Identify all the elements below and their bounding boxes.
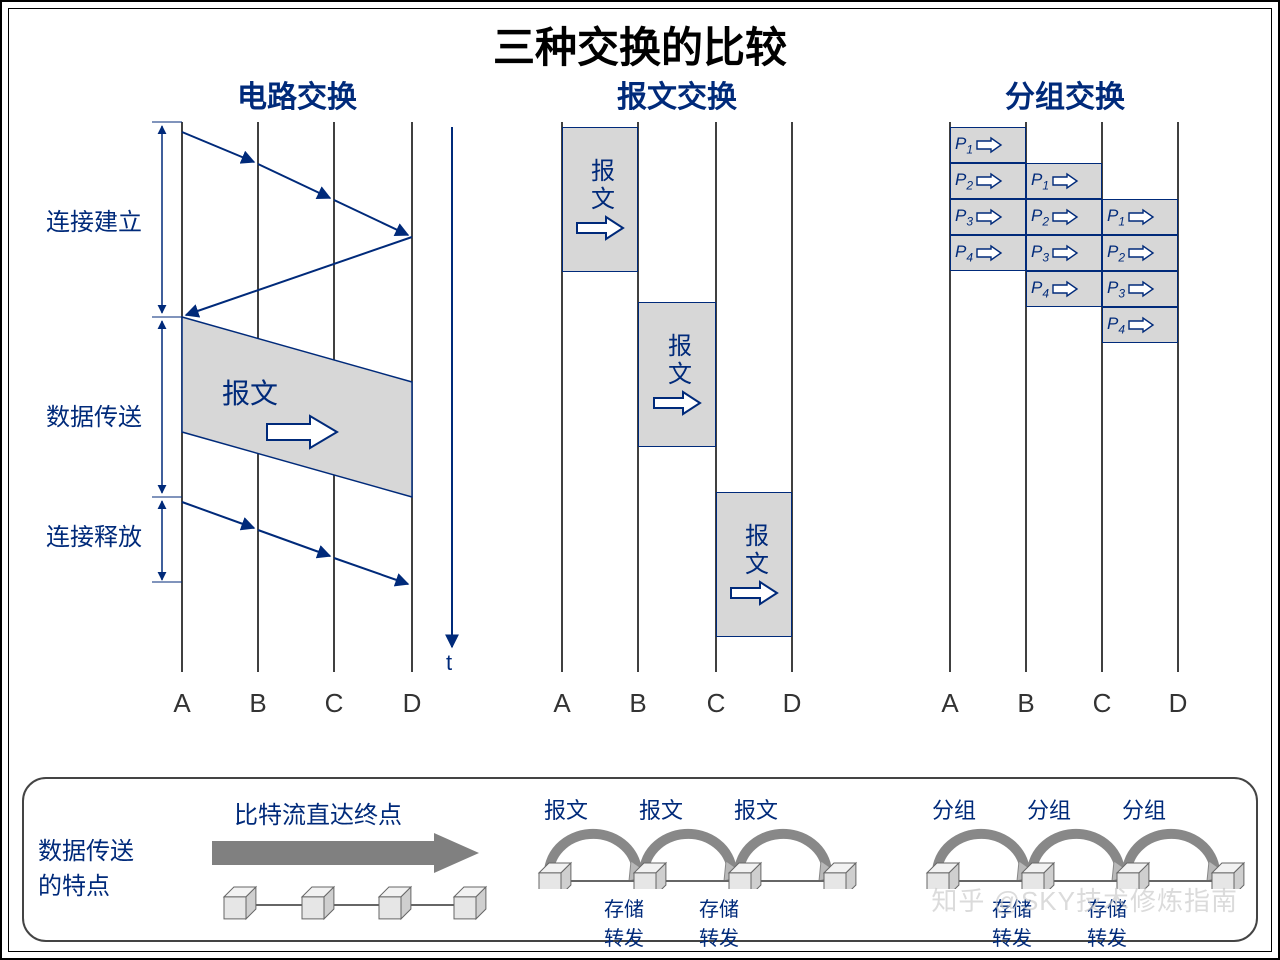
big-arrow-icon [204,831,484,875]
arrow-white-icon [651,389,703,417]
msg-box-3: 报文 [716,492,792,637]
circuit-bottom-caption: 比特流直达终点 [234,795,402,830]
node-label: C [1087,688,1117,719]
node-label: B [1011,688,1041,719]
circuit-msg-label: 报文 [222,372,278,412]
packet-box: P3 [950,199,1026,235]
node-label: D [1163,688,1193,719]
main-diagram: 电路交换 报文交换 分组交换 连接建立 数据传送 连接释放 [2,72,1280,742]
node-label: B [623,688,653,719]
packet-box: P2 [950,163,1026,199]
msg-box-1-label: 报文 [583,158,618,214]
msg-box-2-label: 报文 [660,333,695,389]
msg-hops-svg [519,819,869,889]
packet-box: P4 [1026,271,1102,307]
bottom-side-label: 数据传送 的特点 [38,831,134,901]
node-label: C [701,688,731,719]
packet-box: P3 [1026,235,1102,271]
msg-box-2: 报文 [638,302,716,447]
packet-box: P2 [1026,199,1102,235]
pkt-hops-svg [907,819,1257,889]
packet-box: P2 [1102,235,1178,271]
packet-box: P4 [950,235,1026,271]
node-label: B [243,688,273,719]
node-label: D [777,688,807,719]
store-forward-label: 存储 转发 [689,893,749,951]
circuit-cubes [204,875,504,925]
packet-box: P1 [1102,199,1178,235]
arrow-white-icon [574,214,626,242]
time-axis-label: t [446,650,452,676]
arrow-white-icon [728,579,780,607]
watermark: 知乎 @SKY技术修炼指南 [931,881,1238,918]
packet-box: P3 [1102,271,1178,307]
node-label: C [319,688,349,719]
node-label: A [935,688,965,719]
msg-box-3-label: 报文 [737,523,772,579]
node-label: A [547,688,577,719]
packet-box: P4 [1102,307,1178,343]
packet-box: P1 [1026,163,1102,199]
arrow-white-icon [262,412,342,452]
node-label: A [167,688,197,719]
packet-box: P1 [950,127,1026,163]
node-label: D [397,688,427,719]
msg-box-1: 报文 [562,127,638,272]
store-forward-label: 存储 转发 [594,893,654,951]
